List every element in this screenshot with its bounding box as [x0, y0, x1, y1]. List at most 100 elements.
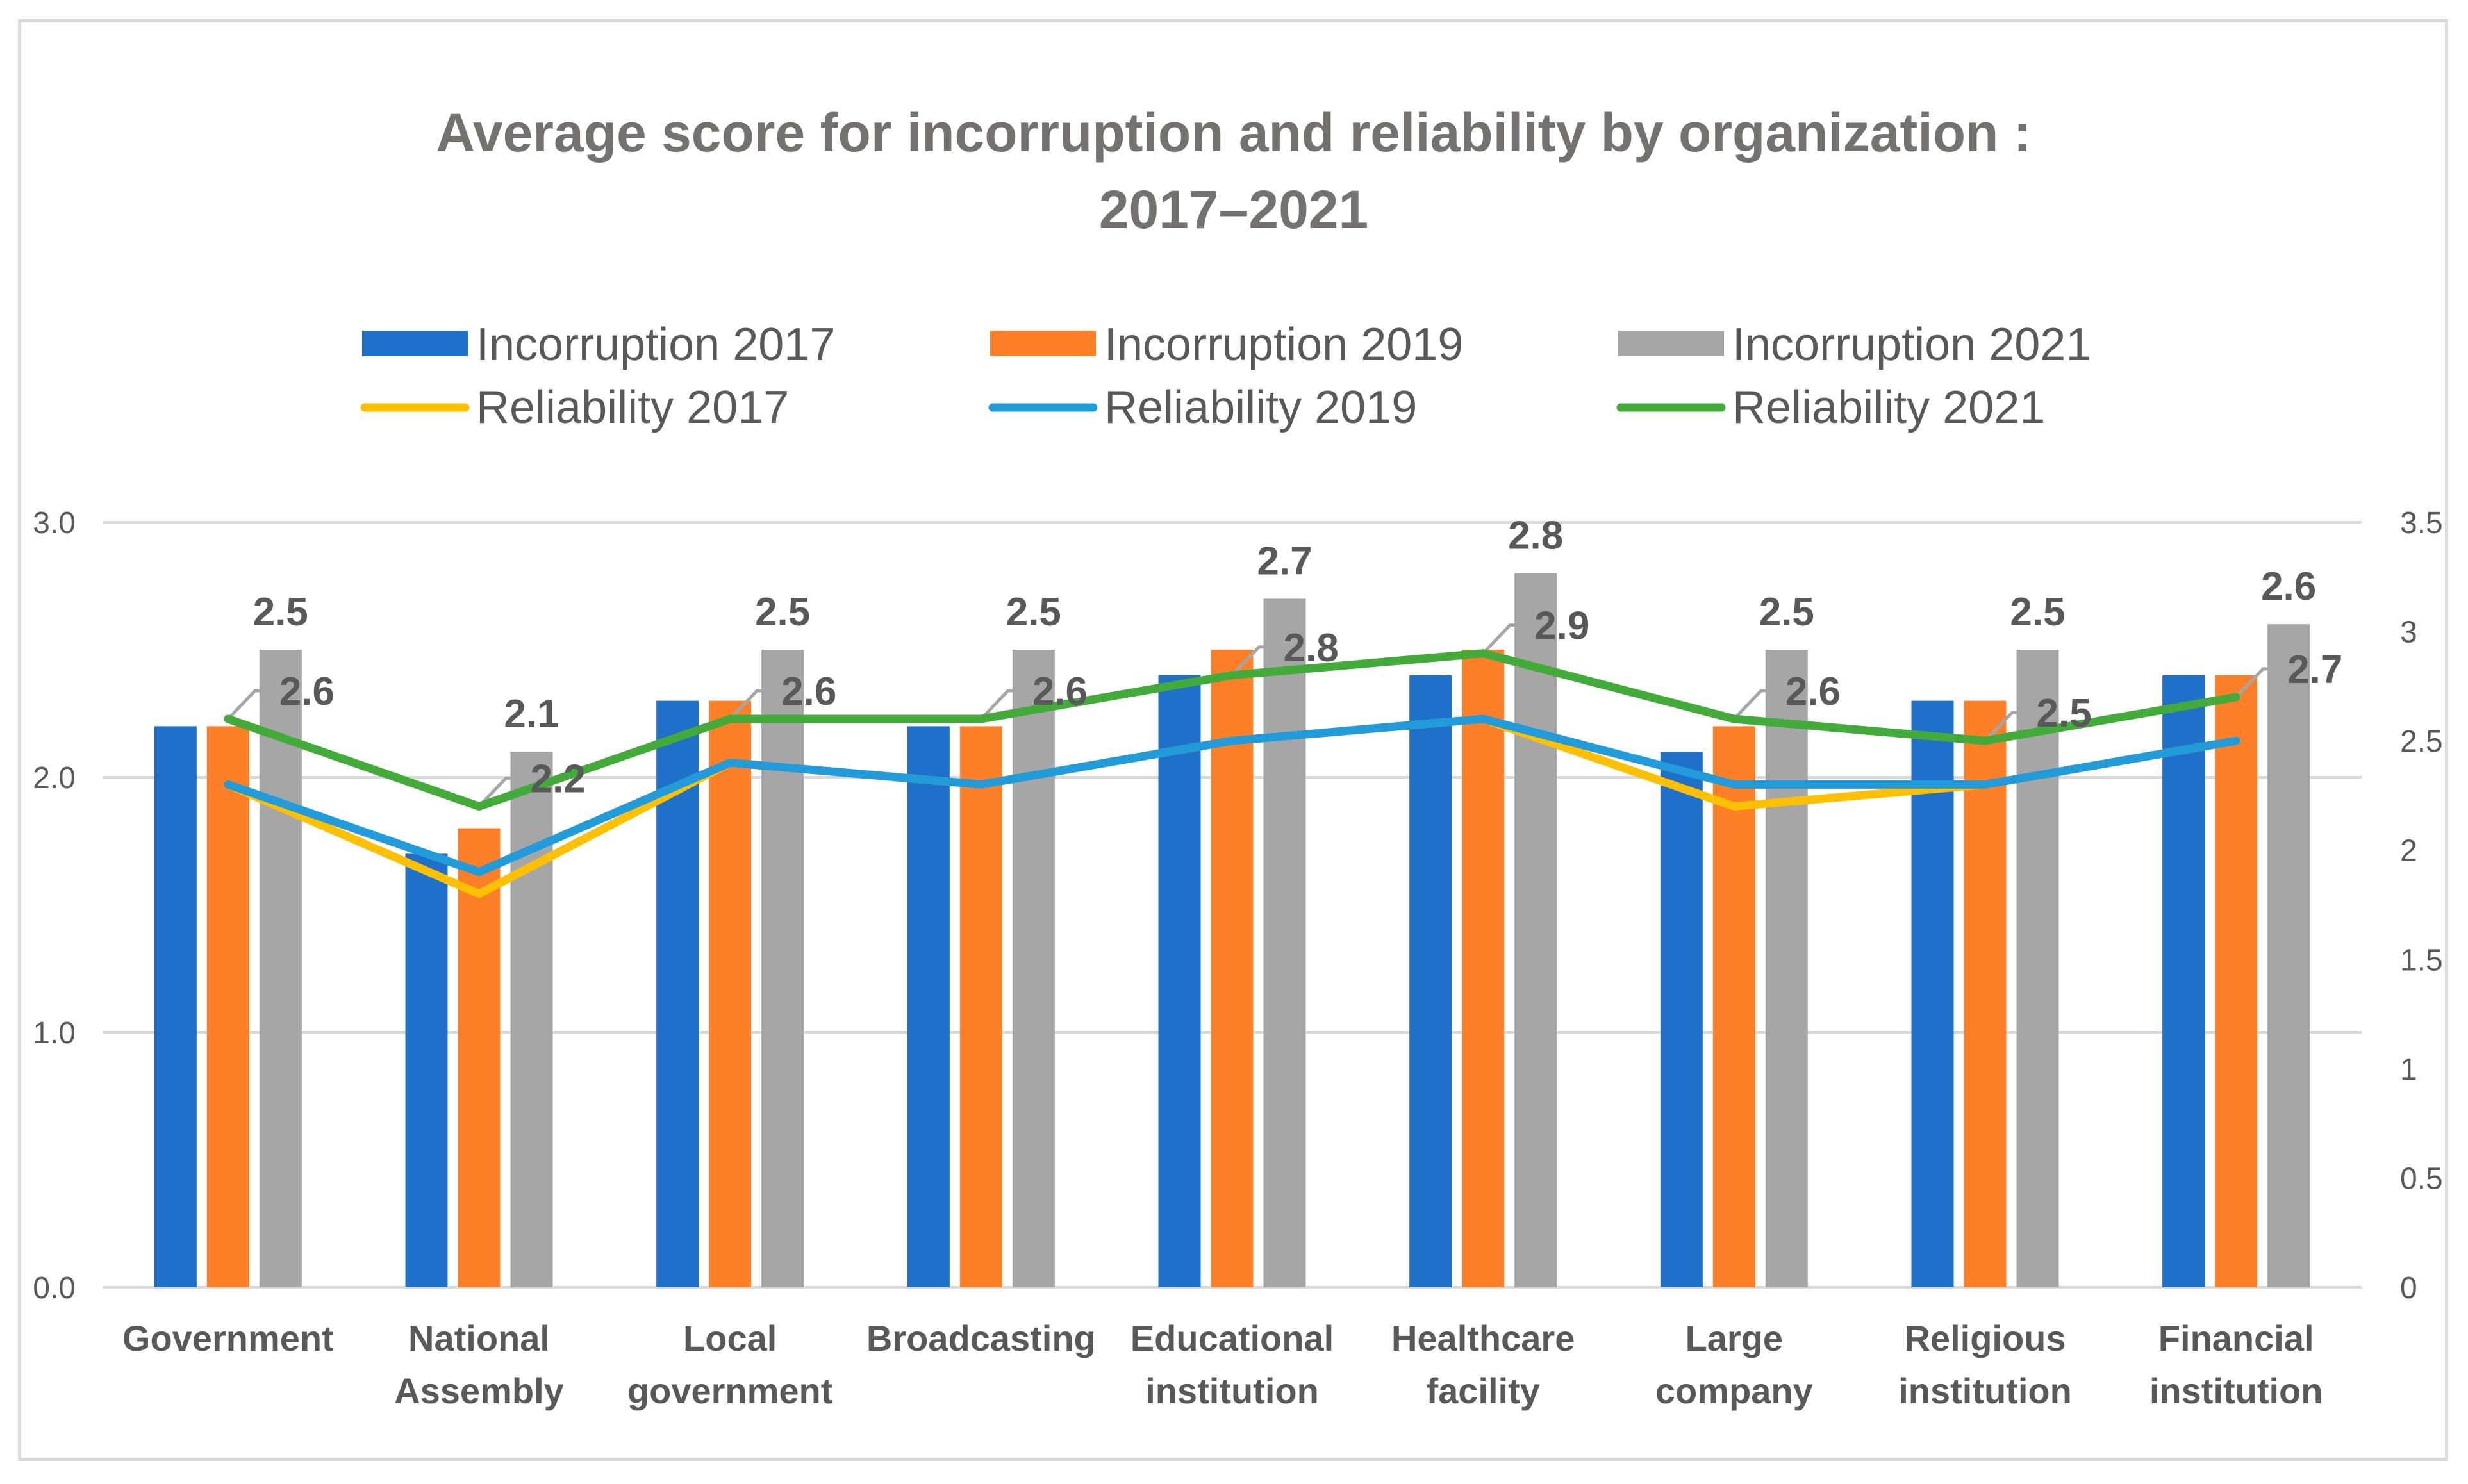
category-label: Broadcasting — [866, 1318, 1096, 1358]
bar-incorruption-2021 — [1765, 650, 1808, 1287]
y-right-tick-label: 2.5 — [2400, 725, 2443, 759]
line-value-label: 2.6 — [781, 670, 836, 714]
bar-incorruption-2019 — [1462, 650, 1505, 1287]
label-leader-line — [1733, 689, 1785, 720]
category-label: institution — [2149, 1371, 2323, 1411]
line-value-label: 2.6 — [1032, 670, 1088, 714]
category-label: Large — [1685, 1318, 1784, 1358]
y-right-tick-label: 0.5 — [2400, 1162, 2443, 1196]
chart-title-line-2: 2017–2021 — [1099, 179, 1368, 240]
label-leader-line — [1984, 711, 2037, 742]
line-value-label: 2.7 — [2287, 648, 2342, 692]
label-leader-line — [1482, 623, 1535, 655]
bar-value-label: 2.5 — [253, 590, 308, 634]
label-leader-line — [729, 689, 782, 720]
category-label: National — [408, 1318, 550, 1358]
label-leader-line — [980, 689, 1032, 720]
y-right-tick-label: 3.5 — [2400, 506, 2443, 540]
legend-label: Incorruption 2017 — [476, 319, 835, 370]
bar-incorruption-2017 — [2162, 675, 2205, 1287]
category-label: Religious — [1904, 1318, 2066, 1358]
axes: 0.0 1.0 2.0 3.0 0 0.5 1 1.5 2 2.5 3 3.5 Government Na… — [33, 506, 2442, 1411]
category-label: company — [1655, 1371, 1813, 1411]
bar-incorruption-2019 — [1712, 726, 1755, 1287]
reliability-lines — [224, 649, 2240, 898]
legend-swatch — [990, 331, 1096, 356]
category-label: Local — [683, 1318, 777, 1358]
legend-label: Reliability 2019 — [1104, 382, 1417, 433]
bar-incorruption-2017 — [1660, 752, 1703, 1287]
legend-swatch — [1618, 331, 1724, 356]
category-label: Government — [122, 1318, 334, 1358]
bar-incorruption-2021 — [259, 650, 302, 1287]
y-left-tick-label: 0.0 — [33, 1271, 76, 1305]
bar-value-label: 2.5 — [755, 590, 810, 634]
bar-incorruption-2021 — [761, 650, 804, 1287]
bar-incorruption-2017 — [1409, 675, 1452, 1287]
y-right-tick-label: 1 — [2400, 1053, 2417, 1087]
bar-incorruption-2017 — [1158, 675, 1201, 1287]
bar-incorruption-2017 — [1911, 700, 1954, 1287]
label-leader-line — [227, 689, 279, 720]
category-label: Healthcare — [1391, 1318, 1575, 1358]
label-leader-line — [1230, 645, 1284, 677]
line-value-label: 2.2 — [531, 757, 586, 801]
bar-incorruption-2019 — [1211, 650, 1254, 1287]
y-left-tick-label: 1.0 — [33, 1016, 76, 1050]
bar-incorruption-2021 — [1012, 650, 1055, 1287]
bar-value-label: 2.5 — [1759, 590, 1814, 634]
line-reliability-2019 — [224, 714, 2240, 877]
bar-value-label: 2.1 — [504, 692, 559, 736]
leader-lines — [227, 623, 2288, 808]
bar-incorruption-2019 — [1964, 700, 2007, 1287]
bar-incorruption-2017 — [907, 726, 950, 1287]
bars — [154, 573, 2310, 1288]
bar-incorruption-2017 — [405, 853, 448, 1287]
bar-value-label: 2.7 — [1257, 539, 1312, 583]
data-labels: 2.5 2.1 2.5 2.5 2.7 2.8 2.5 2.5 2.6 2.6 2.2 2.6 2.6 2… — [253, 514, 2343, 802]
category-label: facility — [1426, 1371, 1539, 1411]
chart-title-line-1: Average score for incorruption and relia… — [436, 103, 2031, 163]
bar-incorruption-2019 — [458, 828, 501, 1287]
bar-value-label: 2.5 — [1006, 590, 1061, 634]
line-value-label: 2.9 — [1534, 604, 1589, 648]
legend-label: Reliability 2021 — [1732, 382, 2045, 433]
label-leader-line — [2235, 667, 2288, 698]
y-right-tick-label: 0 — [2400, 1271, 2417, 1305]
legend-label: Incorruption 2019 — [1104, 319, 1463, 370]
bar-value-label: 2.8 — [1508, 514, 1563, 558]
y-right-tick-label: 1.5 — [2400, 943, 2443, 977]
y-left-tick-label: 2.0 — [33, 761, 76, 795]
bar-incorruption-2019 — [2215, 675, 2258, 1287]
bar-incorruption-2021 — [1514, 573, 1557, 1287]
line-value-label: 2.8 — [1284, 626, 1339, 670]
bar-incorruption-2021 — [510, 752, 553, 1287]
y-right-tick-label: 2 — [2400, 834, 2417, 868]
line-reliability-2021 — [224, 649, 2240, 811]
category-label: institution — [1145, 1371, 1319, 1411]
category-label: government — [627, 1371, 833, 1411]
bar-value-label: 2.6 — [2261, 565, 2316, 609]
bar-incorruption-2019 — [206, 726, 249, 1287]
line-value-label: 2.5 — [2037, 691, 2092, 736]
bar-incorruption-2021 — [1263, 598, 1306, 1287]
category-label: institution — [1898, 1371, 2072, 1411]
bar-incorruption-2021 — [2267, 624, 2310, 1288]
bar-incorruption-2019 — [709, 700, 752, 1287]
y-right-tick-label: 3 — [2400, 616, 2417, 650]
category-label: Assembly — [394, 1371, 564, 1411]
line-value-label: 2.6 — [1785, 670, 1841, 714]
legend: Incorruption 2017 Incorruption 2019 Incorr… — [360, 319, 2091, 433]
bar-incorruption-2021 — [2016, 650, 2059, 1287]
category-label: Educational — [1130, 1318, 1334, 1358]
bar-incorruption-2019 — [959, 726, 1002, 1287]
bar-incorruption-2017 — [154, 726, 197, 1287]
category-label: Financial — [2158, 1318, 2314, 1358]
label-leader-line — [477, 776, 531, 808]
y-left-tick-label: 3.0 — [33, 506, 76, 540]
legend-swatch — [362, 331, 468, 356]
line-value-label: 2.6 — [279, 670, 335, 714]
bar-value-label: 2.5 — [2010, 590, 2065, 634]
legend-label: Reliability 2017 — [476, 382, 789, 433]
